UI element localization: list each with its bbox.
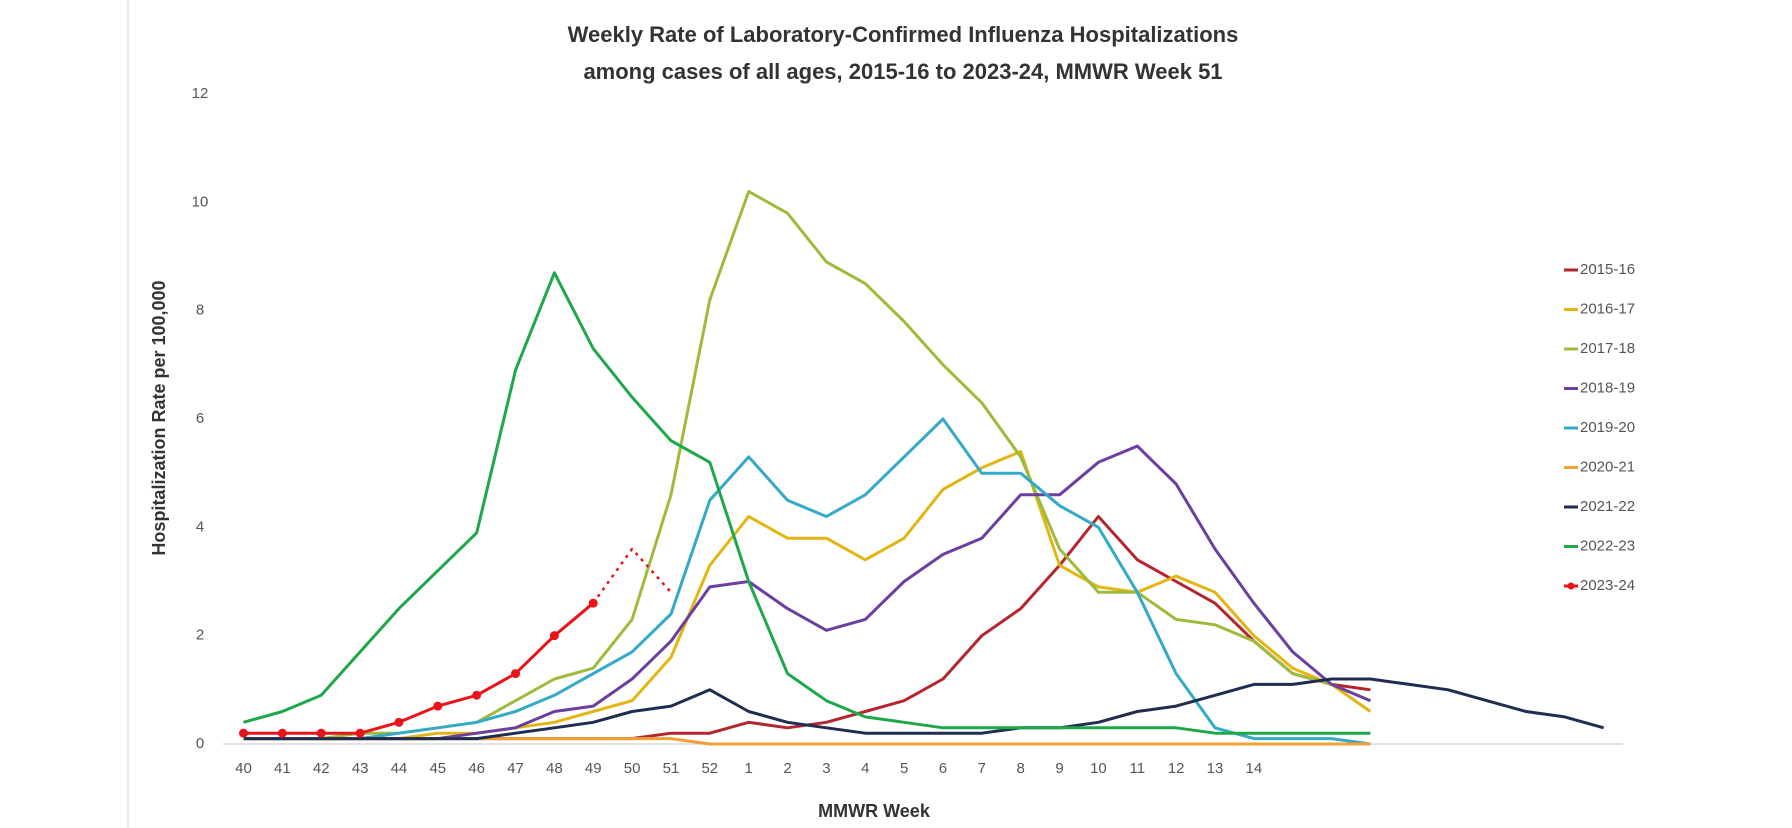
x-tick-label: 45 (429, 760, 446, 777)
y-tick-label: 10 (192, 193, 209, 210)
x-tick-label: 49 (585, 760, 602, 777)
x-tick-label: 5 (900, 760, 908, 777)
chart-title: Weekly Rate of Laboratory-Confirmed Infl… (568, 22, 1239, 47)
x-tick-label: 41 (274, 760, 291, 777)
legend-label: 2016-17 (1580, 300, 1635, 317)
y-tick-label: 4 (196, 518, 204, 535)
series-line (243, 677, 1605, 741)
legend-label: 2022-23 (1580, 537, 1635, 554)
chart-subtitle: among cases of all ages, 2015-16 to 2023… (583, 59, 1222, 84)
point (588, 598, 598, 608)
series-line (243, 602, 595, 735)
y-tick-label: 8 (196, 302, 204, 319)
x-tick-label: 43 (352, 760, 369, 777)
series-line (243, 190, 1371, 741)
series-line (243, 444, 1371, 741)
x-tick-label: 48 (546, 760, 563, 777)
point (549, 631, 559, 641)
x-tick-label: 1 (745, 760, 753, 777)
x-tick-label: 13 (1207, 760, 1224, 777)
x-tick-label: 52 (701, 760, 718, 777)
y-axis-title: Hospitalization Rate per 100,000 (149, 280, 169, 555)
point (511, 669, 521, 679)
x-tick-label: 4 (861, 760, 869, 777)
point (394, 717, 404, 727)
x-tick-label: 40 (235, 760, 252, 777)
point (239, 728, 248, 738)
y-tick-label: 6 (196, 410, 204, 427)
x-tick-label: 12 (1168, 760, 1185, 777)
point (472, 690, 482, 700)
series-line (243, 271, 1371, 735)
point (355, 728, 365, 738)
x-tick-label: 47 (507, 760, 524, 777)
legend-label: 2021-22 (1580, 498, 1635, 515)
x-tick-label: 3 (822, 760, 830, 777)
legend-marker (1567, 582, 1575, 590)
x-tick-label: 7 (978, 760, 986, 777)
x-tick-label: 6 (939, 760, 947, 777)
point (433, 701, 443, 711)
series-line (243, 515, 1371, 741)
x-tick-label: 8 (1017, 760, 1025, 777)
legend-label: 2023-24 (1580, 577, 1635, 594)
legend-label: 2015-16 (1580, 261, 1635, 278)
x-axis-title: MMWR Week (818, 801, 931, 821)
x-tick-label: 11 (1129, 760, 1145, 777)
legend-label: 2019-20 (1580, 419, 1635, 436)
x-tick-label: 10 (1090, 760, 1107, 777)
x-tick-label: 51 (663, 760, 680, 777)
x-tick-label: 14 (1246, 760, 1263, 777)
x-tick-label: 42 (313, 760, 330, 777)
legend-label: 2018-19 (1580, 379, 1635, 396)
x-tick-label: 9 (1055, 760, 1063, 777)
y-tick-label: 2 (196, 627, 204, 644)
x-tick-label: 2 (783, 760, 791, 777)
series-line (592, 547, 672, 604)
x-tick-label: 46 (468, 760, 485, 777)
series-line (243, 417, 1371, 746)
x-tick-label: 50 (624, 760, 641, 777)
y-tick-label: 0 (196, 735, 204, 752)
series-line (243, 450, 1372, 741)
legend-label: 2017-18 (1580, 340, 1635, 357)
legend-label: 2020-21 (1580, 458, 1635, 475)
y-tick-label: 12 (192, 85, 209, 102)
point (277, 728, 287, 738)
point (316, 728, 326, 738)
x-tick-label: 44 (391, 760, 408, 777)
